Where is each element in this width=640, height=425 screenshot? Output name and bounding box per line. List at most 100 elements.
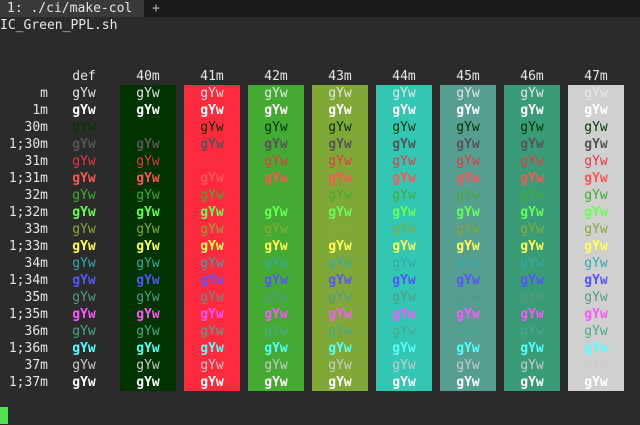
sample-cell: gYw bbox=[520, 205, 544, 220]
sample-cell: gYw bbox=[72, 324, 96, 339]
sample-cell: gYw bbox=[328, 188, 352, 203]
sample-cell: gYw bbox=[456, 307, 480, 322]
sample-cell: gYw bbox=[72, 273, 96, 288]
sample-cell: gYw bbox=[264, 358, 288, 373]
sample-cell: gYw bbox=[264, 290, 288, 305]
sample-cell: gYw bbox=[264, 222, 288, 237]
sample-cell: gYw bbox=[200, 120, 224, 135]
column-header-42m: 42m bbox=[264, 69, 288, 84]
sample-cell: gYw bbox=[456, 120, 480, 135]
sample-cell: gYw bbox=[584, 375, 608, 390]
sample-cell: gYw bbox=[136, 358, 160, 373]
sample-cell: gYw bbox=[264, 239, 288, 254]
terminal-viewport[interactable]: IC_Green_PPL.sh def 40m 41m 42m 43m 44m 45m 46m… bbox=[0, 17, 640, 425]
column-header-46m: 46m bbox=[520, 69, 544, 84]
sample-cell: gYw bbox=[136, 188, 160, 203]
sample-cell: gYw bbox=[200, 307, 224, 322]
sample-cell: gYw bbox=[72, 137, 96, 152]
sample-cell: gYw bbox=[200, 256, 224, 271]
sample-cell: gYw bbox=[392, 324, 416, 339]
sample-cell: gYw bbox=[584, 290, 608, 305]
sample-cell: gYw bbox=[456, 239, 480, 254]
sample-cell: gYw bbox=[136, 239, 160, 254]
sample-cell: gYw bbox=[264, 307, 288, 322]
sample-cell: gYw bbox=[392, 239, 416, 254]
sample-cell: gYw bbox=[328, 103, 352, 118]
sample-cell: gYw bbox=[392, 205, 416, 220]
sample-cell: gYw bbox=[584, 273, 608, 288]
sample-cell: gYw bbox=[264, 273, 288, 288]
sample-cell: gYw bbox=[136, 307, 160, 322]
row-label-37m: 37m bbox=[24, 358, 48, 373]
sample-cell: gYw bbox=[136, 120, 160, 135]
sample-cell: gYw bbox=[584, 188, 608, 203]
column-header-40m: 40m bbox=[136, 69, 160, 84]
sample-cell: gYw bbox=[72, 171, 96, 186]
column-background-42m bbox=[248, 85, 304, 391]
sample-cell: gYw bbox=[72, 341, 96, 356]
column-background-40m bbox=[120, 85, 176, 391]
sample-cell: gYw bbox=[72, 205, 96, 220]
sample-cell: gYw bbox=[72, 358, 96, 373]
sample-cell: gYw bbox=[456, 290, 480, 305]
column-background-43m bbox=[312, 85, 368, 391]
sample-cell: gYw bbox=[584, 154, 608, 169]
sample-cell: gYw bbox=[456, 171, 480, 186]
sample-cell: gYw bbox=[72, 256, 96, 271]
sample-cell: gYw bbox=[136, 103, 160, 118]
sample-cell: gYw bbox=[200, 290, 224, 305]
sample-cell: gYw bbox=[200, 188, 224, 203]
sample-cell: gYw bbox=[520, 358, 544, 373]
sample-cell: gYw bbox=[392, 256, 416, 271]
row-label-m: m bbox=[40, 86, 48, 101]
row-label-32m: 32m bbox=[24, 188, 48, 203]
sample-cell: gYw bbox=[200, 341, 224, 356]
row-label-1-33m: 1;33m bbox=[8, 239, 48, 254]
sample-cell: gYw bbox=[72, 86, 96, 101]
row-label-1-36m: 1;36m bbox=[8, 341, 48, 356]
column-header-41m: 41m bbox=[200, 69, 224, 84]
tab-active-terminal[interactable]: 1: ./ci/make-col bbox=[0, 0, 144, 17]
sample-cell: gYw bbox=[328, 222, 352, 237]
sample-cell: gYw bbox=[200, 137, 224, 152]
row-label-34m: 34m bbox=[24, 256, 48, 271]
sample-cell: gYw bbox=[392, 222, 416, 237]
sample-cell: gYw bbox=[392, 171, 416, 186]
column-background-44m bbox=[376, 85, 432, 391]
terminal-cursor bbox=[0, 407, 8, 424]
sample-cell: gYw bbox=[584, 358, 608, 373]
sample-cell: gYw bbox=[328, 171, 352, 186]
sample-cell: gYw bbox=[200, 375, 224, 390]
sample-cell: gYw bbox=[456, 256, 480, 271]
column-header-43m: 43m bbox=[328, 69, 352, 84]
sample-cell: gYw bbox=[264, 341, 288, 356]
new-tab-button[interactable]: + bbox=[152, 1, 160, 16]
sample-cell: gYw bbox=[264, 324, 288, 339]
column-header-47m: 47m bbox=[584, 69, 608, 84]
sample-cell: gYw bbox=[584, 103, 608, 118]
sample-cell: gYw bbox=[264, 137, 288, 152]
sample-cell: gYw bbox=[520, 324, 544, 339]
row-label-31m: 31m bbox=[24, 154, 48, 169]
sample-cell: gYw bbox=[264, 375, 288, 390]
sample-cell: gYw bbox=[456, 358, 480, 373]
sample-cell: gYw bbox=[456, 86, 480, 101]
sample-cell: gYw bbox=[520, 188, 544, 203]
sample-cell: gYw bbox=[584, 239, 608, 254]
sample-cell: gYw bbox=[456, 324, 480, 339]
column-header-45m: 45m bbox=[456, 69, 480, 84]
sample-cell: gYw bbox=[520, 154, 544, 169]
sample-cell: gYw bbox=[136, 256, 160, 271]
sample-cell: gYw bbox=[328, 358, 352, 373]
sample-cell: gYw bbox=[520, 290, 544, 305]
sample-cell: gYw bbox=[584, 256, 608, 271]
row-label-1-35m: 1;35m bbox=[8, 307, 48, 322]
sample-cell: gYw bbox=[200, 103, 224, 118]
sample-cell: gYw bbox=[456, 375, 480, 390]
sample-cell: gYw bbox=[392, 307, 416, 322]
sample-cell: gYw bbox=[584, 205, 608, 220]
sample-cell: gYw bbox=[392, 188, 416, 203]
sample-cell: gYw bbox=[392, 103, 416, 118]
sample-cell: gYw bbox=[200, 239, 224, 254]
sample-cell: gYw bbox=[72, 375, 96, 390]
